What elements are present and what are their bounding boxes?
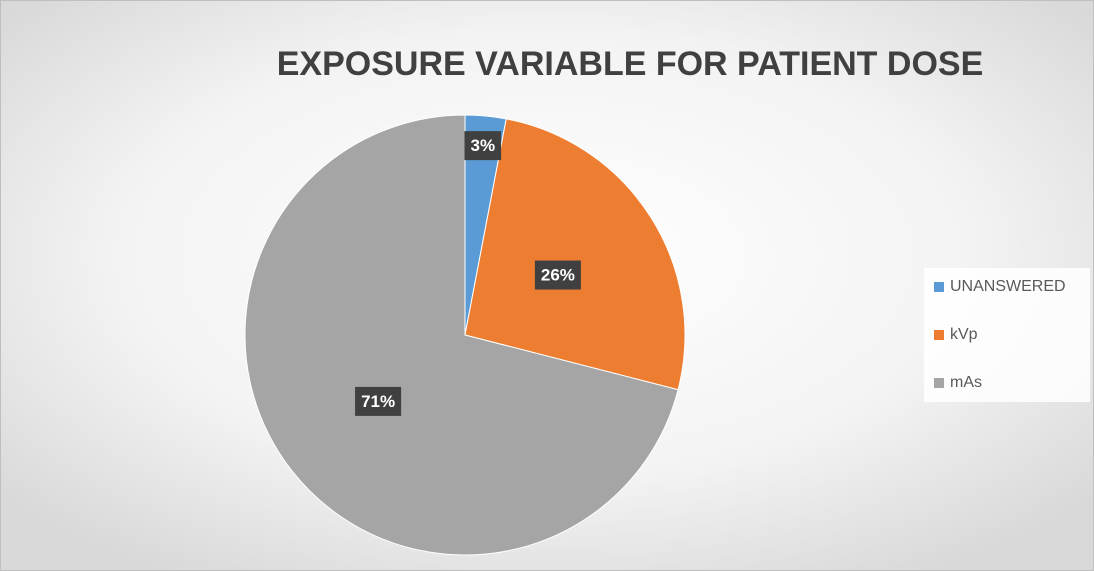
pie-slice: [244, 114, 679, 556]
legend-swatch: [934, 282, 944, 292]
data-label-box: [464, 131, 502, 161]
data-label-box: [355, 386, 402, 416]
data-label: 26%: [541, 266, 575, 285]
data-label: 71%: [361, 392, 395, 411]
legend-label: mAs: [950, 374, 982, 391]
pie-slice: [464, 118, 686, 391]
legend-label: kVp: [950, 326, 978, 343]
legend-swatch: [934, 378, 944, 388]
data-label: 3%: [471, 136, 496, 155]
legend-label: UNANSWERED: [950, 278, 1066, 295]
data-label-box: [534, 260, 581, 290]
legend-box: [924, 268, 1090, 402]
chart-title: EXPOSURE VARIABLE FOR PATIENT DOSE: [277, 45, 984, 83]
legend-swatch: [934, 330, 944, 340]
